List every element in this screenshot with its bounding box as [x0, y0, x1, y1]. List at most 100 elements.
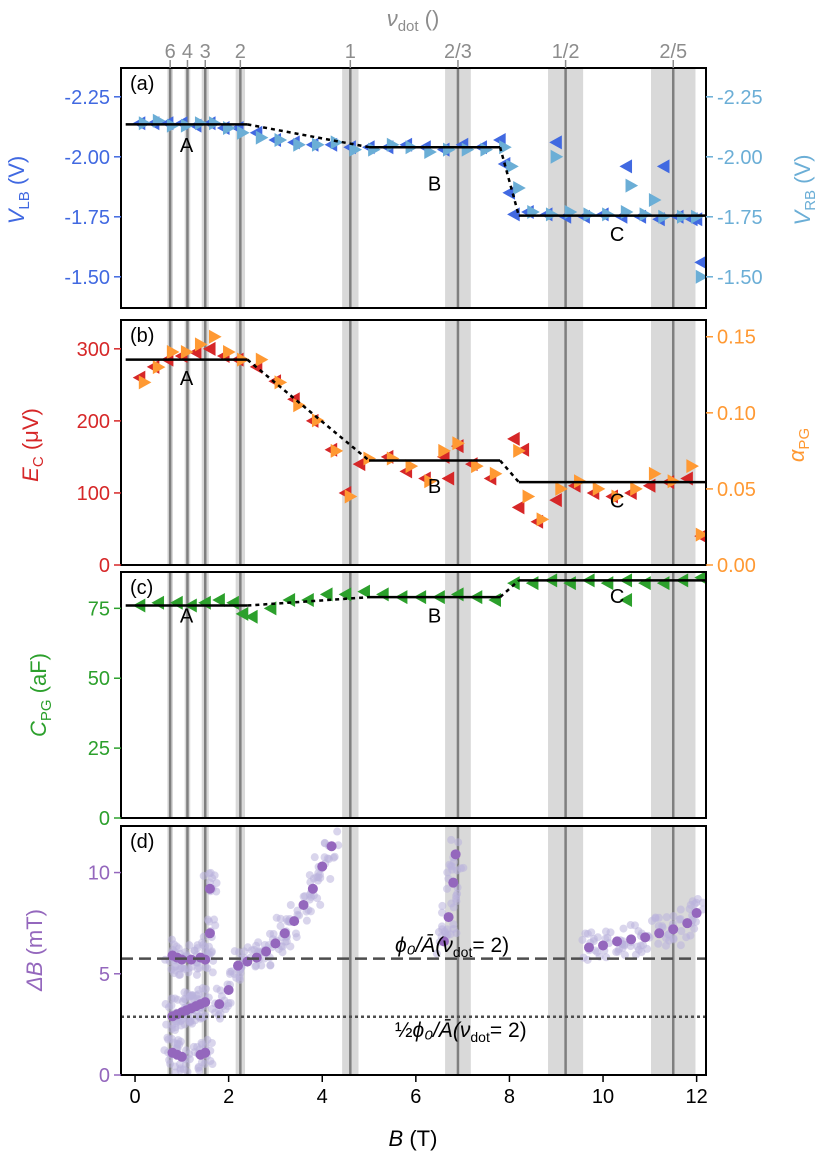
x-tick-label-2: 4	[317, 1086, 328, 1108]
x-tick-label-0: 0	[129, 1086, 140, 1108]
cloud-d-29-6	[437, 922, 446, 931]
cloud-d-39-4	[677, 926, 686, 935]
cloud-d-18-4	[236, 969, 245, 978]
a-right-tick-label-0: -2.25	[717, 87, 763, 109]
cloud-d-46-1	[200, 942, 209, 951]
marker-a-1-7	[237, 125, 250, 140]
region-label-b-0: A	[180, 368, 194, 390]
b-right-tick-label-0: 0.00	[717, 555, 756, 577]
marker-b-1-1	[152, 360, 166, 375]
marker-d-8	[204, 883, 215, 894]
cloud-d-35-9	[620, 941, 629, 950]
marker-c-15	[376, 587, 389, 602]
marker-a-1-23	[513, 181, 526, 195]
cloud-d-38-5	[676, 941, 685, 950]
marker-b-1-23	[522, 489, 536, 504]
cloud-d-28-1	[432, 949, 441, 958]
marker-b-1-27	[592, 481, 606, 496]
panel-d-left-label: ΔB (mT)	[22, 909, 47, 992]
marker-d-21	[270, 938, 281, 949]
cloud-d-39-9	[676, 905, 685, 914]
marker-a-1-34	[695, 269, 706, 284]
cloud-d-46-8	[203, 964, 212, 973]
cloud-d-29-1	[437, 908, 446, 917]
cloud-d-42-5	[175, 1060, 184, 1069]
b-left-tick-label-2: 200	[77, 411, 110, 433]
marker-d-27	[326, 841, 337, 852]
cloud-d-12-7	[185, 941, 194, 950]
cloud-d-15-9	[216, 1009, 225, 1018]
cloud-d-20-9	[266, 960, 275, 969]
marker-d-15	[214, 999, 225, 1010]
cloud-d-27-6	[333, 827, 342, 836]
cloud-d-27-8	[329, 853, 338, 862]
cloud-d-14-8	[205, 917, 214, 926]
marker-d-26	[317, 861, 328, 872]
marker-d-7	[200, 997, 211, 1008]
marker-a-1-17	[424, 145, 437, 159]
cloud-d-11-9	[176, 970, 185, 979]
panel-b-data: A B C	[125, 329, 706, 543]
x-tick-label-1: 2	[223, 1086, 234, 1108]
cloud-d-45-6	[197, 1058, 206, 1067]
marker-b-1-20	[471, 459, 484, 474]
marker-b-1-24	[536, 512, 550, 527]
region-label-c-0: A	[180, 605, 194, 627]
cloud-d-37-4	[654, 913, 663, 922]
cloud-d-35-5	[620, 951, 629, 960]
d-left-tick-label-1: 5	[99, 964, 110, 986]
cloud-d-7-9	[201, 984, 210, 993]
marker-d-14	[204, 928, 215, 939]
a-left-tick-label-0: -2.25	[64, 87, 110, 109]
marker-c-22	[507, 576, 520, 591]
cloud-d-38-9	[669, 935, 678, 944]
panel-a-left-label: VLB (V)	[4, 156, 33, 225]
x-tick-label-3: 6	[410, 1086, 421, 1108]
cloud-d-46-0	[208, 968, 217, 977]
top-axis-title: νdot ()	[387, 6, 440, 35]
cloud-d-31-9	[456, 864, 465, 873]
a-left-tick-label-1: -2.00	[64, 147, 110, 169]
marker-a-1-37	[648, 193, 662, 207]
cloud-d-37-8	[658, 922, 667, 931]
cloud-d-23-8	[282, 915, 291, 924]
cloud-d-38-4	[669, 912, 678, 921]
marker-c-21	[488, 592, 501, 607]
top-tick-label-5: 2/3	[444, 41, 472, 63]
a-right-tick-label-2: -1.75	[717, 207, 763, 229]
panel-c-data: A B C	[125, 572, 706, 627]
marker-a-1-35	[550, 149, 564, 164]
marker-b-1-18	[438, 443, 451, 458]
marker-b-1-14	[363, 451, 377, 466]
panel-d-data	[121, 827, 706, 1075]
cloud-d-16-5	[217, 992, 226, 1001]
cloud-d-22-4	[276, 914, 285, 923]
marker-b-0-35	[511, 500, 525, 515]
marker-b-1-0	[138, 375, 152, 390]
cloud-d-27-2	[320, 853, 329, 862]
cloud-d-17-9	[227, 967, 236, 976]
region-label-b-1: B	[428, 476, 441, 498]
marker-b-1-33	[695, 527, 706, 542]
panel-a-data: A B C	[125, 113, 706, 284]
cloud-d-7-4	[194, 985, 203, 994]
marker-c-10	[282, 592, 296, 607]
marker-b-1-5	[209, 329, 222, 344]
marker-a-1-10	[293, 137, 306, 152]
cloud-d-22-5	[276, 922, 285, 931]
panel-c-tag: (c)	[130, 577, 153, 599]
marker-b-0-25	[549, 493, 562, 508]
cloud-d-32-8	[581, 929, 590, 938]
cloud-d-43-2	[183, 1067, 192, 1075]
fit-segment-a-3	[498, 146, 521, 216]
b-left-tick-label-0: 0	[99, 555, 110, 577]
top-tick-label-6: 1/2	[552, 41, 580, 63]
marker-d-24	[298, 899, 309, 910]
cloud-d-35-3	[619, 924, 628, 933]
cloud-d-45-0	[207, 1038, 216, 1047]
b-right-tick-label-3: 0.15	[717, 327, 756, 349]
c-left-tick-label-1: 25	[88, 738, 110, 760]
cloud-d-43-8	[175, 1040, 184, 1049]
panel-a-frame	[120, 67, 707, 309]
marker-b-1-15	[386, 451, 400, 466]
